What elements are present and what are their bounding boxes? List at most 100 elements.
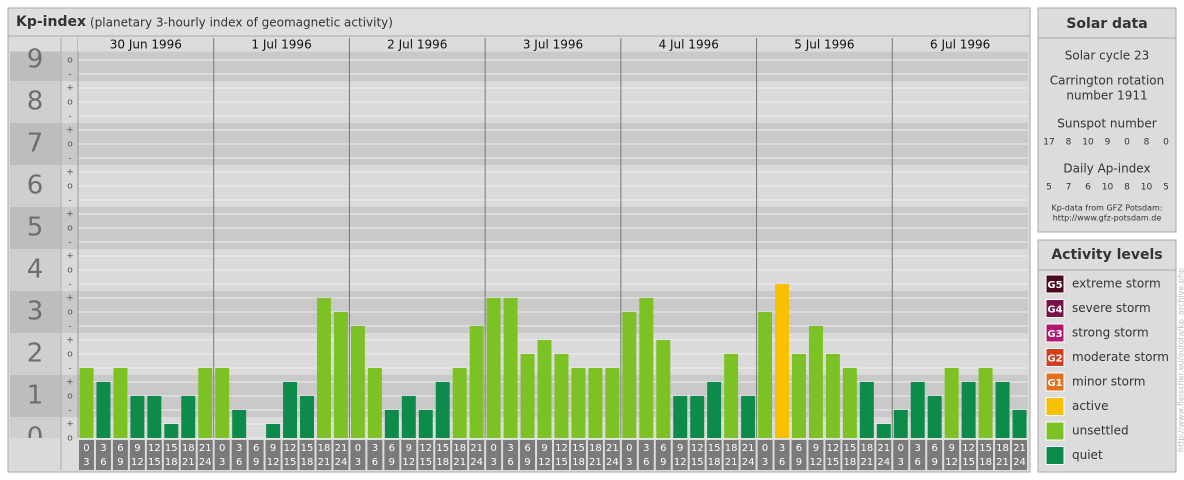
legend-swatch — [1045, 446, 1065, 465]
hour-box — [163, 440, 179, 470]
hour-box — [299, 440, 315, 470]
hour-box — [112, 440, 128, 470]
hour-label: 15 — [165, 443, 178, 454]
hour-box — [401, 440, 417, 470]
y-subtick-label: + — [66, 168, 74, 178]
hour-box — [503, 440, 519, 470]
band — [10, 123, 60, 165]
hour-label: 21 — [470, 443, 483, 454]
hour-label: 9 — [932, 457, 938, 468]
legend-label: extreme storm — [1072, 277, 1161, 291]
hour-label: 21 — [860, 457, 873, 468]
hour-box — [265, 440, 281, 470]
hour-label: 18 — [708, 457, 721, 468]
hour-label: 12 — [691, 443, 704, 454]
hour-label: 9 — [134, 443, 140, 454]
y-tick-label: 5 — [27, 213, 44, 243]
hour-label: 3 — [762, 457, 768, 468]
hour-label: 18 — [165, 457, 178, 468]
y-subtick-label: o — [67, 266, 73, 276]
hour-label: 15 — [691, 457, 704, 468]
bar — [639, 298, 654, 438]
y-subtick-label: + — [66, 84, 74, 94]
y-subtick-label: + — [66, 420, 74, 430]
date-label: 3 Jul 1996 — [523, 38, 583, 52]
panel-text: http://www.gfz-potsdam.de — [1053, 214, 1162, 223]
y-subtick-label: o — [67, 392, 73, 402]
hour-label: 6 — [524, 443, 530, 454]
hour-label: 3 — [236, 443, 242, 454]
hour-label: 12 — [555, 443, 568, 454]
hour-box — [214, 440, 230, 470]
y-tick-label: 6 — [27, 171, 44, 201]
hour-label: 15 — [419, 457, 432, 468]
band — [10, 81, 60, 123]
hour-label: 15 — [708, 443, 721, 454]
hour-box — [248, 440, 264, 470]
bar — [961, 382, 976, 438]
hour-box — [672, 440, 688, 470]
hour-label: 0 — [762, 443, 768, 454]
bar — [876, 424, 891, 438]
hour-label: 12 — [148, 443, 161, 454]
hour-box — [384, 440, 400, 470]
legend-badge: G2 — [1047, 354, 1062, 365]
hour-label: 6 — [236, 457, 242, 468]
date-row — [78, 38, 1028, 52]
bar — [910, 382, 925, 438]
hour-box — [757, 440, 773, 470]
hour-label: 15 — [148, 457, 161, 468]
bar — [266, 424, 281, 438]
y-subtick-label: + — [66, 126, 74, 136]
y-tick-label: 1 — [27, 381, 44, 411]
hour-label: 9 — [813, 443, 819, 454]
hour-label: 18 — [589, 443, 602, 454]
hour-label: 3 — [898, 457, 904, 468]
hour-label: 18 — [860, 443, 873, 454]
y-subtick-label: o — [67, 224, 73, 234]
y-tick-label: 9 — [27, 45, 44, 75]
hour-box — [825, 440, 841, 470]
y-subtick-label: + — [66, 294, 74, 304]
band — [10, 333, 60, 375]
bar — [808, 325, 823, 438]
bar — [554, 354, 569, 438]
hour-label: 15 — [844, 443, 857, 454]
hour-label: 0 — [626, 443, 632, 454]
hour-label: 12 — [419, 443, 432, 454]
panel-text: number 1911 — [1066, 89, 1147, 103]
legend-swatch — [1045, 348, 1065, 367]
hour-box — [520, 440, 536, 470]
hour-label: 0 — [219, 443, 225, 454]
y-subtick-label: - — [68, 69, 71, 79]
hour-label: 24 — [335, 457, 348, 468]
legend-label: moderate storm — [1072, 350, 1169, 364]
bar — [995, 382, 1010, 438]
hour-label: 15 — [962, 457, 975, 468]
hour-label: 0 — [490, 443, 496, 454]
hour-label: 12 — [674, 457, 687, 468]
y-tick-label: 2 — [27, 339, 44, 369]
bar — [164, 424, 179, 438]
hour-label: 6 — [779, 457, 785, 468]
bar — [656, 340, 671, 438]
hour-label: 0 — [898, 443, 904, 454]
hour-label: 9 — [948, 443, 954, 454]
date-label: 6 Jul 1996 — [930, 38, 990, 52]
solar-panel — [1037, 7, 1177, 233]
bar — [79, 367, 94, 438]
bar — [927, 396, 942, 438]
hour-label: 6 — [253, 443, 259, 454]
ap-value: 10 — [1102, 183, 1114, 193]
hour-label: 15 — [572, 443, 585, 454]
hour-label: 6 — [100, 457, 106, 468]
band — [10, 207, 60, 249]
hour-box — [655, 440, 671, 470]
bar — [401, 396, 416, 438]
date-label: 2 Jul 1996 — [387, 38, 447, 52]
hour-box — [1012, 440, 1027, 470]
panel-text: Kp-data from GFZ Potsdam: — [1052, 204, 1163, 213]
sunspot-value: 0 — [1124, 138, 1130, 148]
hour-label: 12 — [267, 457, 280, 468]
y-tick-label: 7 — [27, 129, 44, 159]
